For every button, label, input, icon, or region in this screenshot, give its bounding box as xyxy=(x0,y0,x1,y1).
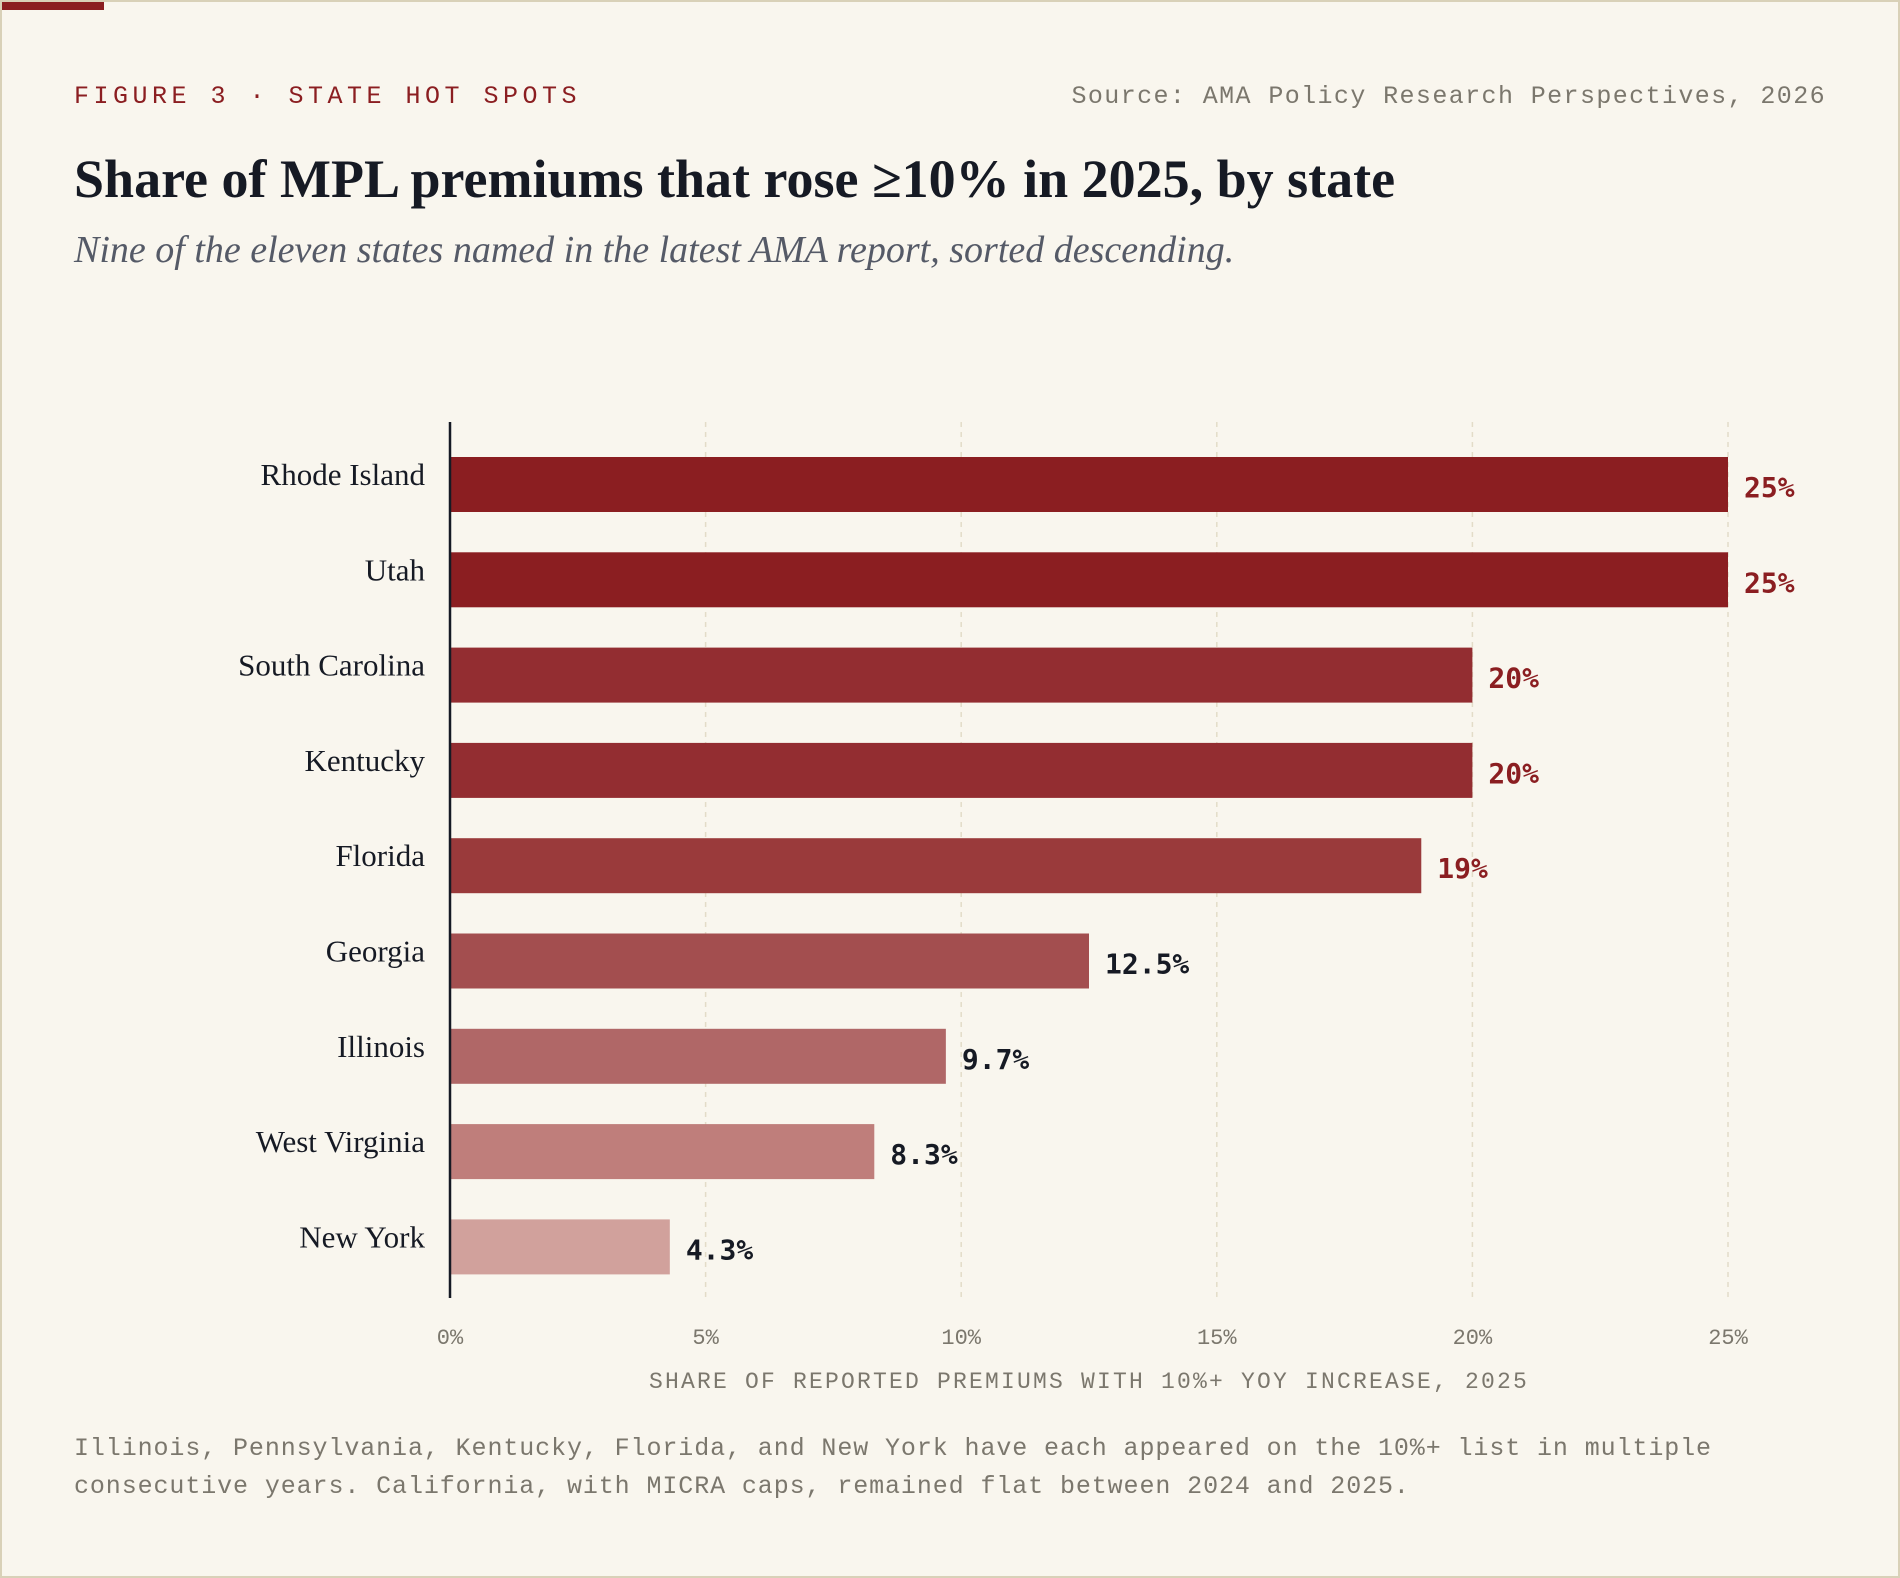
category-label: Utah xyxy=(365,552,426,587)
value-label: 12.5% xyxy=(1105,948,1189,981)
bar-west-virginia xyxy=(450,1124,875,1180)
source-note: Source: AMA Policy Research Perspectives… xyxy=(1071,82,1826,111)
chart-subtitle: Nine of the eleven states named in the l… xyxy=(74,229,1235,271)
x-tick-label: 20% xyxy=(1453,1326,1493,1351)
bar-chart: Rhode Island 25% Utah 25% South Carolina 20% K… xyxy=(238,422,1795,1395)
value-label: 8.3% xyxy=(890,1138,958,1171)
category-label: West Virginia xyxy=(256,1124,426,1159)
bar-georgia xyxy=(450,933,1089,989)
bar-rhode-island xyxy=(450,457,1728,512)
category-label: Illinois xyxy=(337,1029,425,1064)
category-label: South Carolina xyxy=(238,648,425,683)
x-tick-label: 5% xyxy=(692,1326,719,1351)
x-tick-label: 0% xyxy=(437,1326,464,1351)
category-label: New York xyxy=(299,1219,425,1254)
x-tick-label: 15% xyxy=(1197,1326,1237,1351)
value-label: 20% xyxy=(1488,757,1539,790)
x-tick-label: 25% xyxy=(1708,1326,1748,1351)
chart-title: Share of MPL premiums that rose ≥10% in … xyxy=(74,149,1396,209)
bar-kentucky xyxy=(450,742,1473,798)
category-label: Kentucky xyxy=(304,743,425,778)
x-tick-label: 10% xyxy=(941,1326,981,1351)
accent-bar xyxy=(2,2,104,10)
bar-florida xyxy=(450,838,1422,894)
footnote: Illinois, Pennsylvania, Kentucky, Florid… xyxy=(74,1434,1712,1501)
category-label: Georgia xyxy=(326,934,426,969)
value-label: 25% xyxy=(1744,471,1795,504)
category-label: Rhode Island xyxy=(261,457,426,492)
value-label: 25% xyxy=(1744,566,1795,599)
x-axis-title: SHARE OF REPORTED PREMIUMS WITH 10%+ YOY… xyxy=(649,1369,1529,1395)
value-label: 20% xyxy=(1488,662,1539,695)
value-label: 19% xyxy=(1437,852,1488,885)
value-label: 4.3% xyxy=(686,1233,754,1266)
bar-south-carolina xyxy=(450,647,1473,703)
value-label: 9.7% xyxy=(962,1043,1030,1076)
figure-kicker: FIGURE 3 · STATE HOT SPOTS xyxy=(74,82,582,111)
bar-illinois xyxy=(450,1028,946,1084)
category-label: Florida xyxy=(335,838,425,873)
bar-utah xyxy=(450,552,1728,608)
bar-new-york xyxy=(450,1219,670,1275)
